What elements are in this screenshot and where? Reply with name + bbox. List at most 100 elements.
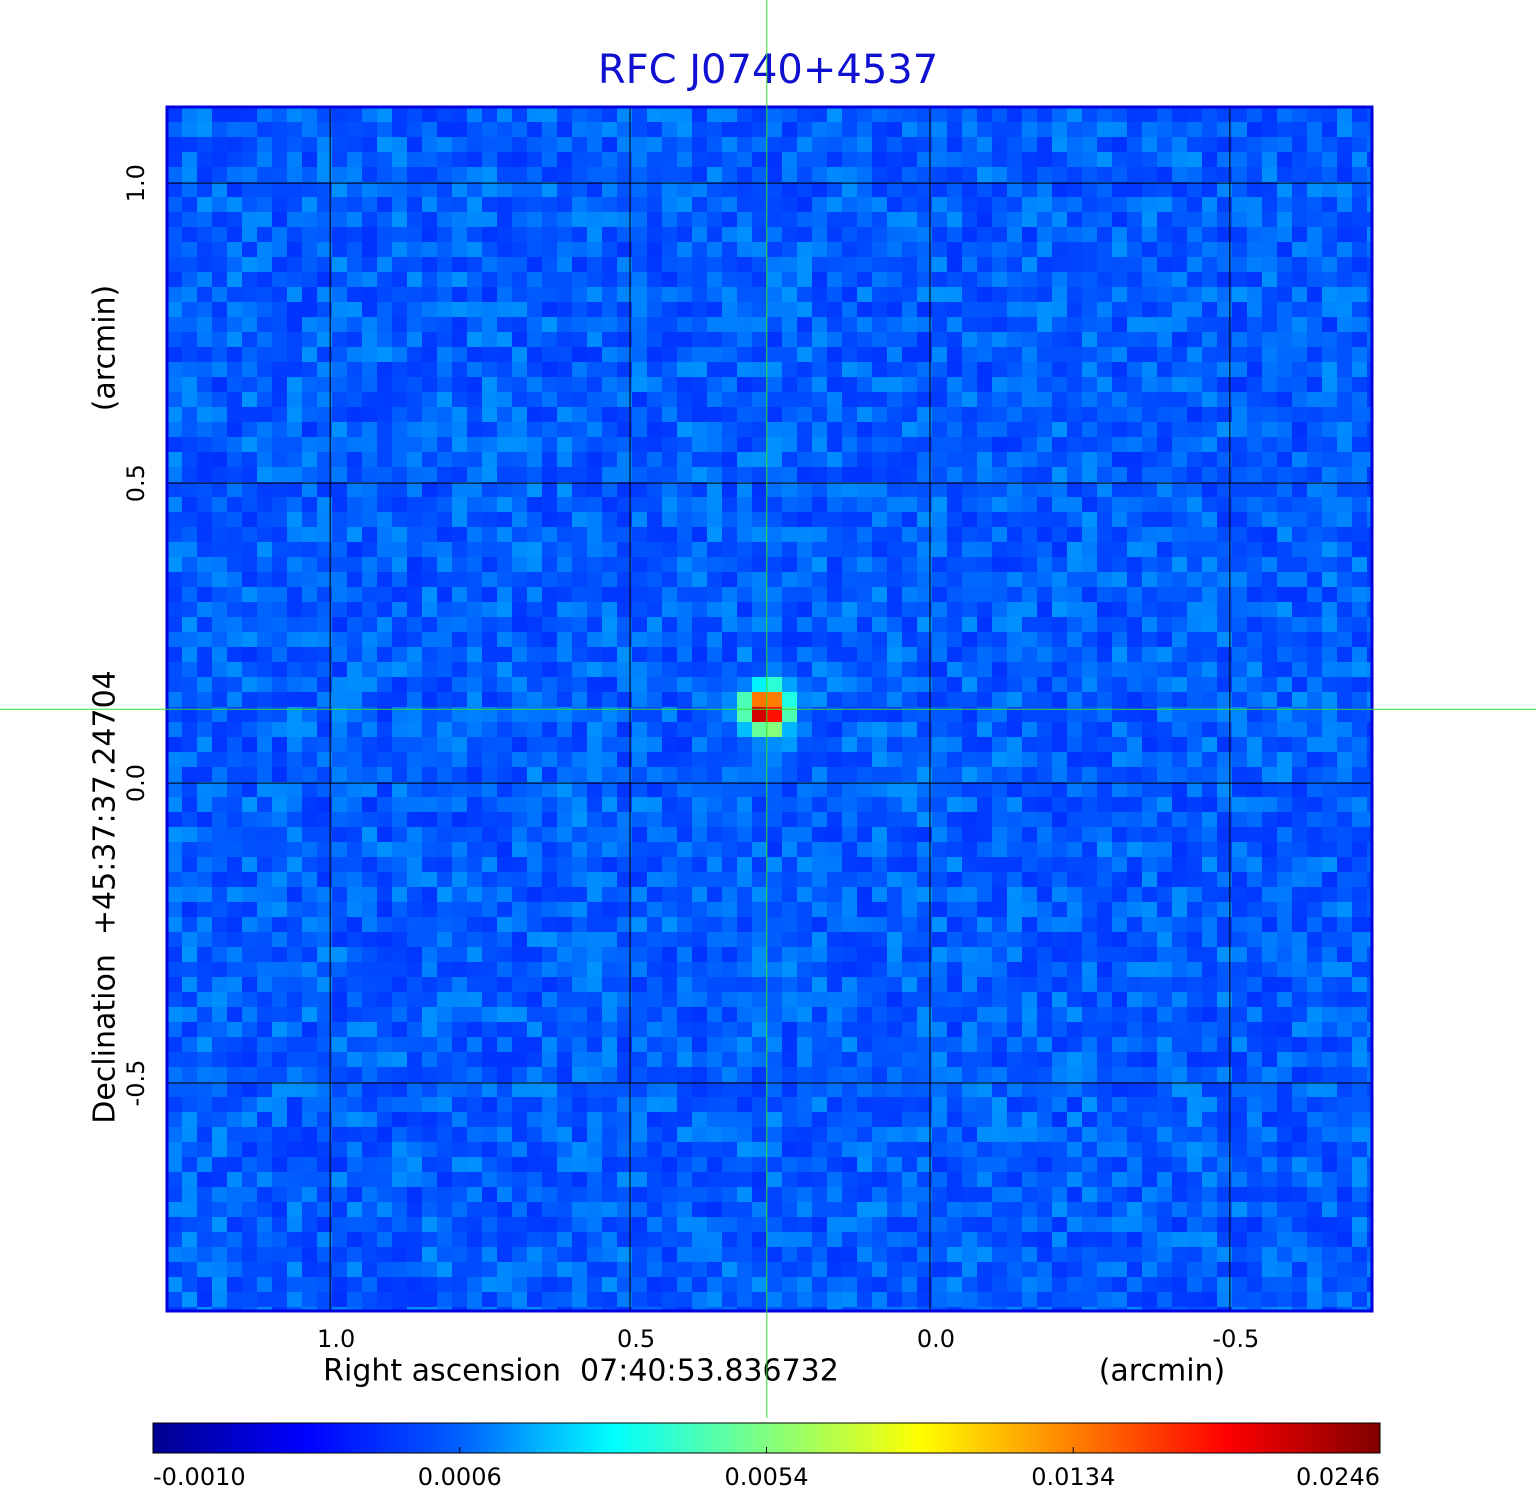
image-pixel: [1337, 107, 1352, 122]
image-pixel: [212, 557, 227, 572]
image-pixel: [467, 527, 482, 542]
image-pixel: [1307, 692, 1322, 707]
image-pixel: [1142, 752, 1157, 767]
image-pixel: [1082, 407, 1097, 422]
image-pixel: [527, 152, 542, 167]
image-pixel: [947, 272, 962, 287]
image-pixel: [1247, 962, 1262, 977]
image-pixel: [332, 782, 347, 797]
image-pixel: [662, 167, 677, 182]
image-pixel: [272, 332, 287, 347]
image-pixel: [482, 617, 497, 632]
image-pixel: [572, 737, 587, 752]
image-pixel: [542, 692, 557, 707]
image-pixel: [257, 722, 272, 737]
image-pixel: [512, 287, 527, 302]
image-pixel: [1217, 887, 1232, 902]
image-pixel: [527, 602, 542, 617]
image-pixel: [1157, 182, 1172, 197]
image-pixel: [827, 317, 842, 332]
image-pixel: [557, 992, 572, 1007]
image-pixel: [182, 422, 197, 437]
image-pixel: [467, 602, 482, 617]
image-pixel: [497, 947, 512, 962]
image-pixel: [362, 662, 377, 677]
image-pixel: [482, 797, 497, 812]
image-pixel: [1217, 452, 1232, 467]
image-pixel: [347, 812, 362, 827]
image-pixel: [377, 422, 392, 437]
image-pixel: [857, 347, 872, 362]
image-pixel: [917, 947, 932, 962]
image-pixel: [1367, 587, 1372, 602]
image-pixel: [1112, 842, 1127, 857]
image-pixel: [467, 257, 482, 272]
image-pixel: [887, 377, 902, 392]
image-pixel: [752, 707, 767, 722]
image-pixel: [1097, 647, 1112, 662]
image-pixel: [752, 257, 767, 272]
image-pixel: [332, 557, 347, 572]
image-pixel: [1067, 872, 1082, 887]
image-pixel: [1202, 107, 1217, 122]
image-pixel: [587, 452, 602, 467]
image-pixel: [1157, 437, 1172, 452]
image-pixel: [557, 527, 572, 542]
image-pixel: [1052, 662, 1067, 677]
image-pixel: [692, 692, 707, 707]
image-pixel: [227, 527, 242, 542]
image-pixel: [422, 302, 437, 317]
image-pixel: [827, 257, 842, 272]
image-pixel: [557, 197, 572, 212]
image-pixel: [902, 872, 917, 887]
image-pixel: [1127, 1007, 1142, 1022]
image-pixel: [302, 182, 317, 197]
image-pixel: [197, 422, 212, 437]
image-pixel: [1307, 242, 1322, 257]
image-pixel: [1187, 797, 1202, 812]
image-pixel: [722, 677, 737, 692]
image-pixel: [572, 317, 587, 332]
image-pixel: [1337, 317, 1352, 332]
image-pixel: [917, 707, 932, 722]
image-pixel: [1202, 887, 1217, 902]
image-pixel: [347, 137, 362, 152]
image-pixel: [767, 1022, 782, 1037]
image-pixel: [362, 992, 377, 1007]
image-pixel: [1202, 857, 1217, 872]
image-pixel: [272, 842, 287, 857]
image-pixel: [347, 1022, 362, 1037]
image-pixel: [722, 917, 737, 932]
image-pixel: [512, 542, 527, 557]
image-pixel: [197, 872, 212, 887]
image-pixel: [1232, 707, 1247, 722]
image-pixel: [827, 932, 842, 947]
image-pixel: [437, 317, 452, 332]
image-pixel: [857, 362, 872, 377]
image-pixel: [1112, 302, 1127, 317]
image-pixel: [1292, 677, 1307, 692]
image-pixel: [497, 587, 512, 602]
image-pixel: [827, 452, 842, 467]
image-pixel: [392, 497, 407, 512]
image-pixel: [677, 842, 692, 857]
image-pixel: [797, 422, 812, 437]
image-pixel: [857, 137, 872, 152]
image-pixel: [512, 752, 527, 767]
image-pixel: [977, 872, 992, 887]
image-pixel: [197, 887, 212, 902]
image-pixel: [1052, 917, 1067, 932]
image-pixel: [1322, 887, 1337, 902]
image-pixel: [707, 917, 722, 932]
image-pixel: [1007, 1022, 1022, 1037]
image-pixel: [1067, 227, 1082, 242]
image-pixel: [707, 632, 722, 647]
image-pixel: [167, 602, 182, 617]
image-pixel: [782, 977, 797, 992]
image-pixel: [1307, 977, 1322, 992]
image-pixel: [467, 122, 482, 137]
image-pixel: [752, 722, 767, 737]
image-pixel: [722, 902, 737, 917]
image-pixel: [1367, 542, 1372, 557]
image-pixel: [257, 617, 272, 632]
